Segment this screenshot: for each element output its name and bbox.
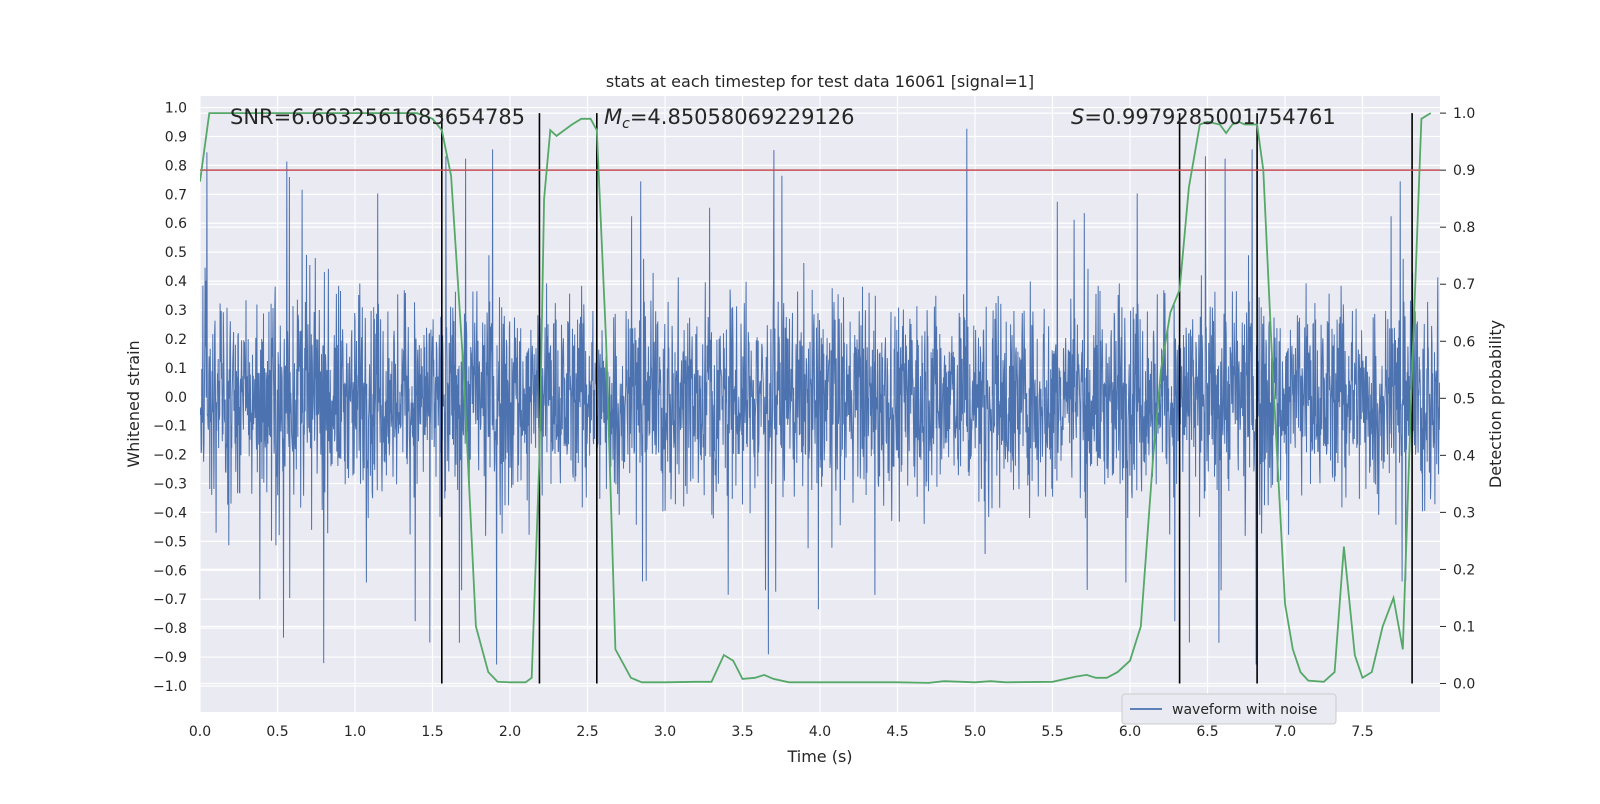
y-left-tick-label: −0.7: [153, 592, 187, 608]
x-tick-label: 2.5: [576, 724, 598, 740]
y-left-tick-label: −0.5: [153, 534, 187, 550]
s-value: =0.9979285001754761: [1084, 105, 1335, 129]
snr-annotation: SNR=6.6632561683654785: [230, 105, 525, 129]
y-right-tick-label: 0.0: [1453, 676, 1475, 692]
y-axis-right-label: Detection probability: [1486, 320, 1505, 488]
y-left-tick-label: −1.0: [153, 679, 187, 695]
x-tick-label: 7.5: [1351, 724, 1373, 740]
x-tick-label: 4.5: [886, 724, 908, 740]
legend: waveform with noise: [1121, 693, 1337, 725]
y-left-tick-label: 0.9: [165, 129, 187, 145]
vertical-markers: [440, 113, 1413, 684]
chirp-mass-annotation: Mc=4.85058069229126: [604, 105, 855, 132]
y-left-tick-label: −0.9: [153, 650, 187, 666]
x-tick-label: 0.5: [266, 724, 288, 740]
y-left-tick-label: 0.8: [165, 158, 187, 174]
y-left-tick-label: 0.6: [165, 216, 187, 232]
x-tick-label: 4.0: [809, 724, 831, 740]
y-right-tick-label: 0.2: [1453, 562, 1475, 578]
chart-title: stats at each timestep for test data 160…: [606, 72, 1034, 91]
s-annotation: S=0.9979285001754761: [1071, 105, 1336, 129]
y-left-tick-label: −0.8: [153, 621, 187, 637]
y-left-tick-label: −0.4: [153, 505, 187, 521]
chirp-mass-value: =4.85058069229126: [630, 105, 855, 129]
x-tick-label: 0.0: [189, 724, 211, 740]
s-symbol: S: [1071, 105, 1084, 129]
waveform-with-noise-series: [200, 128, 1440, 665]
plot-area: [200, 112, 1440, 684]
x-tick-label: 5.5: [1041, 724, 1063, 740]
axis-ticks: 0.0 0.5 1.0 1.5 2.0 2.5 3.0 3.5 4.0 4.5 5.0 5.5 6.0 6…: [153, 101, 1475, 740]
x-tick-label: 2.0: [499, 724, 521, 740]
x-tick-label: 7.0: [1274, 724, 1296, 740]
y-right-tick-label: 0.9: [1453, 163, 1475, 179]
x-tick-label: 3.5: [731, 724, 753, 740]
chirp-mass-subscript: c: [622, 116, 630, 132]
x-axis-label: Time (s): [786, 747, 852, 766]
y-left-tick-label: 0.7: [165, 187, 187, 203]
y-left-tick-label: 0.4: [165, 274, 187, 290]
legend-box: [1121, 693, 1337, 725]
y-right-tick-label: 0.4: [1453, 448, 1475, 464]
chirp-mass-symbol: M: [604, 105, 622, 129]
y-left-tick-label: 0.1: [165, 361, 187, 377]
y-right-tick-label: 0.6: [1453, 334, 1475, 350]
y-left-tick-label: −0.2: [153, 448, 187, 464]
y-right-tick-label: 0.8: [1453, 220, 1475, 236]
y-left-tick-label: 0.2: [165, 332, 187, 348]
y-left-tick-label: 0.5: [165, 245, 187, 261]
x-tick-label: 1.0: [344, 724, 366, 740]
y-right-tick-label: 1.0: [1453, 106, 1475, 122]
x-tick-label: 1.5: [421, 724, 443, 740]
y-right-tick-label: 0.1: [1453, 619, 1475, 635]
x-tick-label: 3.0: [654, 724, 676, 740]
legend-label: waveform with noise: [1172, 702, 1317, 718]
y-left-tick-label: −0.1: [153, 419, 187, 435]
x-tick-label: 6.5: [1196, 724, 1218, 740]
y-right-tick-label: 0.5: [1453, 391, 1475, 407]
y-left-tick-label: −0.3: [153, 477, 187, 493]
y-axis-left-label: Whitened strain: [124, 340, 143, 467]
y-left-tick-label: 0.0: [165, 390, 187, 406]
y-left-tick-label: 0.3: [165, 303, 187, 319]
x-tick-label: 5.0: [964, 724, 986, 740]
detection-probability-series: [200, 112, 1432, 684]
y-right-tick-label: 0.3: [1453, 505, 1475, 521]
y-left-tick-label: −0.6: [153, 563, 187, 579]
x-tick-label: 6.0: [1119, 724, 1141, 740]
y-right-tick-label: 0.7: [1453, 277, 1475, 293]
y-left-tick-label: 1.0: [165, 101, 187, 117]
